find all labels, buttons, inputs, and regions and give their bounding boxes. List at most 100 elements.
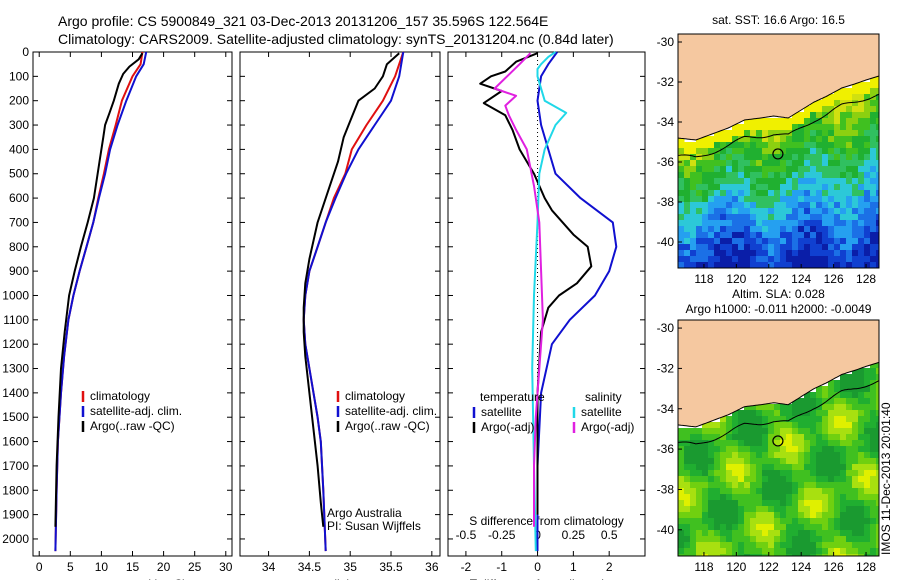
x-tick-label: 0 <box>534 560 541 574</box>
y-tick-label: 1100 <box>3 313 29 327</box>
sst_map-field <box>678 34 879 268</box>
x-tick-label: 36 <box>425 560 439 574</box>
legend-entry: Argo(-adj) <box>581 420 634 434</box>
legend-entry: Argo(..raw -QC) <box>345 419 430 433</box>
x-axis-label: salinity <box>322 577 359 580</box>
y-tick-label: 1600 <box>2 435 29 449</box>
legend-entry: satellite-adj. clim. <box>90 404 182 418</box>
x-tick-label: 34.5 <box>298 560 322 574</box>
x-tick-label: 120 <box>726 272 746 286</box>
panel-frame-temperature <box>32 51 233 557</box>
coastline <box>678 361 879 428</box>
x-tick-label: 124 <box>791 560 811 574</box>
y-tick-label: 1400 <box>2 386 29 400</box>
y-tick-label: -38 <box>657 482 675 496</box>
y-tick-label: 1000 <box>2 288 29 302</box>
y-tick-label: 400 <box>9 142 29 156</box>
y-tick-label: 100 <box>9 69 29 83</box>
panel-frame-salinity <box>239 51 441 557</box>
x-tick-label: -2 <box>461 560 472 574</box>
legend-entry: Argo(..raw -QC) <box>90 419 175 433</box>
legend-title-salinity: salinity <box>585 390 622 404</box>
panel-frame-difference <box>447 51 646 557</box>
series-satellite-adj-clim- <box>302 51 405 552</box>
land-mask <box>678 320 879 427</box>
legend-entry: Argo(-adj) <box>481 420 534 434</box>
x-tick-label: 0 <box>36 560 43 574</box>
climatology-title: Climatology: CARS2009. Satellite-adjuste… <box>58 31 614 47</box>
series-argo-raw-qc- <box>302 52 400 527</box>
top-x-tick-label: -0.5 <box>456 528 477 542</box>
map-frame-sst_map <box>677 33 880 269</box>
y-tick-label: -38 <box>657 195 675 209</box>
top-x-tick-label: 0.25 <box>562 528 586 542</box>
y-tick-label: 0 <box>22 45 29 59</box>
y-tick-label: 200 <box>9 94 29 108</box>
y-tick-label: -32 <box>657 75 675 89</box>
map-frame-sla_map <box>677 319 880 557</box>
x-tick-label: 122 <box>759 272 779 286</box>
y-tick-label: 300 <box>9 118 29 132</box>
y-tick-label: 1500 <box>2 410 29 424</box>
coastline <box>678 75 879 141</box>
x-tick-label: 128 <box>856 560 876 574</box>
y-tick-label: 700 <box>9 215 29 229</box>
imos-timestamp: IMOS 11-Dec-2013 20:01:40 <box>879 402 893 555</box>
x-axis-label: T difference from climatology <box>470 577 624 580</box>
argo-position-marker <box>772 435 784 447</box>
panel-annotation: Argo Australia <box>327 506 402 520</box>
x-tick-label: 35.5 <box>379 560 403 574</box>
x-tick-label: 122 <box>759 560 779 574</box>
series-satellite-adj-clim- <box>54 51 148 552</box>
sla_map-field <box>678 320 879 556</box>
y-tick-label: 800 <box>9 240 29 254</box>
y-tick-label: -30 <box>657 321 675 335</box>
x-tick-label: 126 <box>824 560 844 574</box>
top-x-tick-label: -0.25 <box>488 528 516 542</box>
y-tick-label: -36 <box>657 442 675 456</box>
panel-annotation: PI: Susan Wijffels <box>327 519 421 533</box>
land-mask <box>678 34 879 140</box>
y-tick-label: -40 <box>657 235 675 249</box>
legend-entry: satellite <box>581 405 622 419</box>
x-axis-label: temperature (deg C) <box>78 577 186 580</box>
x-tick-label: 124 <box>791 272 811 286</box>
y-tick-label: 1300 <box>2 362 29 376</box>
series-argo-raw-qc- <box>54 52 144 527</box>
y-tick-label: -34 <box>657 402 675 416</box>
x-tick-label: -1 <box>496 560 507 574</box>
x-tick-label: 34 <box>262 560 276 574</box>
x-tick-label: 15 <box>126 560 140 574</box>
depth-contour <box>678 93 879 158</box>
legend-entry: satellite <box>481 405 522 419</box>
series-temperature-satellite <box>536 51 618 552</box>
y-tick-label: 1800 <box>2 483 29 497</box>
x-tick-label: 120 <box>726 560 746 574</box>
legend-title-temperature: temperature <box>480 390 545 404</box>
y-tick-label: -40 <box>657 523 675 537</box>
legend-entry: climatology <box>345 389 405 403</box>
y-tick-label: 900 <box>9 264 29 278</box>
x-tick-label: 118 <box>694 272 713 286</box>
y-tick-label: 500 <box>9 167 29 181</box>
y-tick-label: -32 <box>657 361 675 375</box>
x-tick-label: 118 <box>694 560 713 574</box>
y-tick-label: -30 <box>657 35 675 49</box>
y-tick-label: 1200 <box>2 337 29 351</box>
top-x-axis-label: S difference from climatology <box>469 514 624 528</box>
y-tick-label: 1700 <box>2 459 29 473</box>
x-tick-label: 5 <box>67 560 74 574</box>
y-tick-label: -36 <box>657 155 675 169</box>
map-title: Altim. SLA: 0.028 <box>732 287 825 301</box>
y-tick-label: 2000 <box>2 532 29 546</box>
legend-entry: satellite-adj. clim. <box>345 404 437 418</box>
series-salinity-satellite <box>531 51 568 552</box>
y-tick-label: 600 <box>9 191 29 205</box>
x-tick-label: 126 <box>824 272 844 286</box>
x-tick-label: 128 <box>856 272 876 286</box>
x-tick-label: 2 <box>606 560 613 574</box>
x-tick-label: 10 <box>95 560 109 574</box>
y-tick-label: -34 <box>657 115 675 129</box>
x-tick-label: 25 <box>188 560 202 574</box>
